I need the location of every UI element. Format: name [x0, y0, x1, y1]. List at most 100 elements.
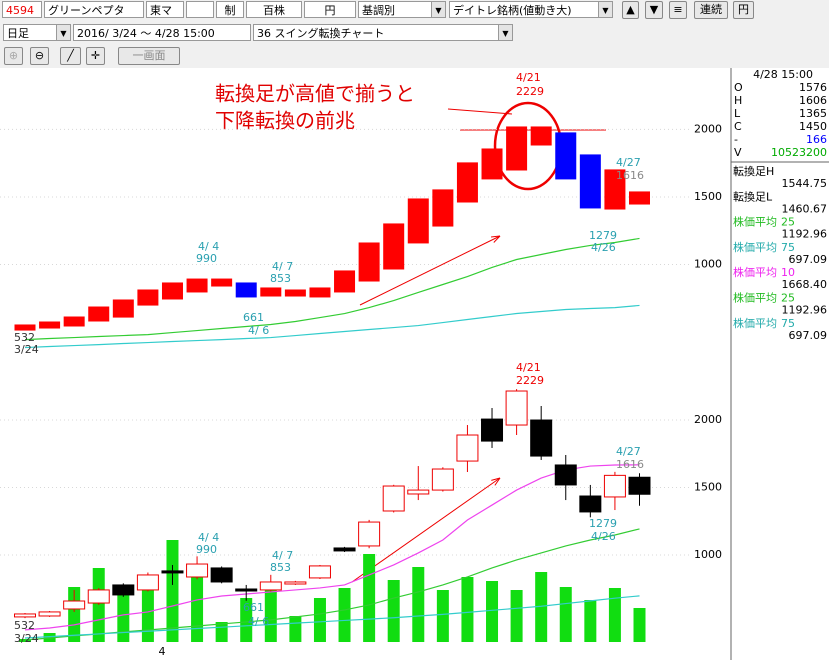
down-button[interactable]: ▼ [645, 1, 663, 19]
single-screen-button[interactable]: 一画面 [118, 47, 180, 65]
market: 東マ [146, 1, 184, 18]
period-select[interactable]: 日足 [3, 24, 71, 41]
blank-field [186, 1, 214, 18]
candle-body [186, 563, 209, 578]
brick [604, 169, 626, 210]
volume-bar [240, 598, 253, 642]
regulation: 制 [216, 1, 244, 18]
volume-bar [461, 577, 474, 642]
annotation: 4/21 [516, 71, 541, 84]
moving-average [24, 528, 640, 641]
panel-label: O [734, 81, 743, 94]
annotation: 2229 [516, 85, 544, 98]
y-tick-label: 1000 [694, 258, 722, 271]
brick [506, 126, 528, 171]
brick [211, 278, 233, 287]
list-select[interactable]: デイトレ銘柄(値動き大) [449, 1, 613, 18]
candle-body [112, 584, 135, 596]
cross-tool[interactable]: ✛ [86, 47, 105, 65]
annotation: 4/ 4 [198, 531, 219, 544]
continuous-button[interactable]: 連続 [694, 1, 728, 19]
annotation: 661 [243, 601, 264, 614]
indicator-value: 1192.96 [782, 304, 828, 317]
brick [112, 299, 134, 318]
indicator-label: 転換足L [733, 190, 773, 203]
indicator-label: 株価平均 [733, 240, 777, 254]
volume-bar [166, 540, 179, 642]
volume-bar [486, 581, 499, 642]
candle-body [603, 474, 626, 498]
candle-body [628, 476, 651, 495]
annotation: 1616 [616, 169, 644, 182]
y-tick-label: 2000 [694, 122, 722, 135]
chart-select[interactable]: 36 スイング転換チャート [253, 24, 513, 41]
indicator-value: 697.09 [789, 253, 828, 266]
candle-body [481, 418, 504, 442]
arrow-head [491, 477, 501, 486]
candle-body [579, 495, 602, 513]
moving-average [24, 237, 640, 341]
volume-bar [289, 616, 302, 642]
zoom-in-button[interactable]: ⊕ [4, 47, 23, 65]
brick [284, 289, 306, 297]
annotation: 4/ 6 [248, 324, 269, 337]
indicator-value: 1668.40 [782, 278, 828, 291]
candle-body [136, 574, 159, 591]
panel-value: 1450 [799, 120, 827, 133]
volume-bar [608, 588, 621, 642]
brick [407, 198, 429, 244]
brick [88, 306, 110, 322]
indicator-label: 株価平均 [733, 265, 777, 279]
candle-body [38, 611, 61, 617]
moving-average [24, 464, 640, 631]
volume-bar [436, 590, 449, 642]
yen-button[interactable]: 円 [733, 1, 754, 19]
annotation: 4/ 6 [248, 615, 269, 628]
brick [137, 289, 159, 306]
code-input[interactable]: 4594 [2, 1, 42, 18]
y-tick-label: 1500 [694, 190, 722, 203]
unit: 百株 [246, 1, 302, 18]
panel-value: 1606 [799, 94, 827, 107]
annotation: 1279 [589, 229, 617, 242]
up-button[interactable]: ▲ [622, 1, 639, 19]
candle-body [161, 570, 184, 574]
panel-value: 1365 [799, 107, 827, 120]
brick [14, 324, 36, 331]
volume-bar [19, 639, 31, 642]
menu-button[interactable]: ≡ [669, 1, 687, 19]
candle-body [431, 468, 454, 491]
volume-bar [191, 566, 204, 642]
annotation: 532 [14, 331, 35, 344]
y-tick-label: 2000 [694, 413, 722, 426]
indicator-period: 25 [781, 292, 795, 305]
volume-bar [584, 600, 597, 642]
stock-name: グリーンペプタ [44, 1, 144, 18]
panel-label: - [734, 133, 738, 146]
candle-body [358, 521, 381, 547]
brick [235, 282, 257, 298]
candle-body [87, 589, 110, 604]
candle-body [554, 464, 577, 486]
candle-body [210, 567, 233, 583]
brick [579, 154, 601, 209]
annotation: 853 [270, 561, 291, 574]
panel-label: L [734, 107, 741, 120]
callout-text: 転換足が高値で揃うと [215, 82, 415, 106]
panel-datetime: 4/28 15:00 [753, 68, 813, 81]
volume-bar [215, 622, 228, 642]
brick [481, 148, 503, 180]
annotation: 4/ 7 [272, 549, 293, 562]
volume-bar [313, 598, 326, 642]
zoom-out-button[interactable]: ⊖ [30, 47, 49, 65]
annotation: 990 [196, 543, 217, 556]
brick [555, 132, 577, 180]
annotation: 3/24 [14, 632, 39, 645]
line-tool[interactable]: ╱ [60, 47, 81, 65]
mode-select[interactable]: 基調別 [358, 1, 446, 18]
brick [39, 321, 61, 329]
brick [629, 191, 650, 205]
annotation: 1616 [616, 458, 644, 471]
candle-body [382, 485, 405, 512]
candle-body [456, 434, 479, 462]
